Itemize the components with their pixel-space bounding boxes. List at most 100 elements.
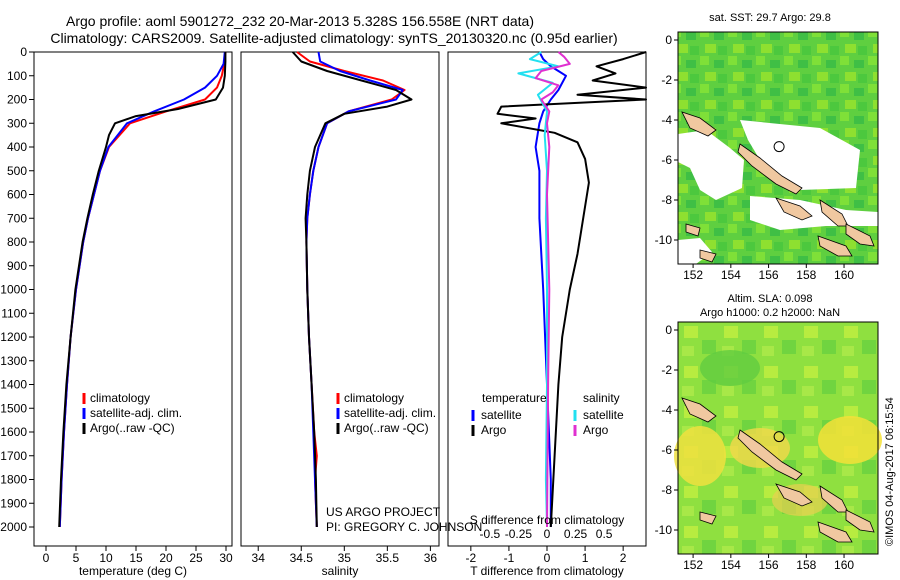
island-malaita (845, 223, 875, 247)
island-new-ireland (681, 397, 717, 423)
difference-legend: temperature salinitysatelliteArgosatellit… (471, 391, 624, 437)
series-line-satellite-adj-clim- (58, 51, 226, 528)
lon-tick-label: 156 (759, 558, 779, 572)
depth-tick-label: 1600 (0, 425, 27, 439)
series-line-climatology (58, 51, 227, 528)
island-malaita (845, 509, 875, 533)
island-guadalcanal (817, 235, 853, 257)
sst-map-panel: sat. SST: 29.7 Argo: 29.8 152 154 156 158 16… (655, 12, 879, 282)
salinity-panel: 34 34.5 35 35.5 36 salinity climatologysatel… (240, 51, 482, 578)
salinity-x-ticks: 34 34.5 35 35.5 36 (252, 546, 438, 565)
t-diff-x-ticks: -2 -1 0 1 2 (466, 546, 627, 565)
temperature-axis-label: temperature (deg C) (79, 564, 187, 578)
s-diff-tick-label: 0.25 (564, 527, 588, 541)
series-line-temperature-satellite (534, 51, 567, 527)
depth-tick-label: 1700 (0, 449, 27, 463)
header-line-2: Climatology: CARS2009. Satellite-adjuste… (50, 30, 617, 46)
legend-label: Argo (481, 423, 507, 437)
temperature-axes-frame (33, 51, 233, 547)
island-small-west (685, 223, 701, 237)
x-tick-label: 34.5 (290, 551, 314, 565)
island-santa-isabel (819, 199, 849, 227)
x-tick-label: 15 (129, 551, 143, 565)
x-tick-label: 2 (620, 551, 627, 565)
temperature-series (58, 51, 227, 528)
sst-lat-ticks: 0 -2 -4 -6 -8 -10 (655, 33, 678, 247)
sla-high-east (818, 416, 882, 464)
legend-label: satellite (583, 408, 624, 422)
depth-tick-label: 1900 (0, 496, 27, 510)
sst-gap-center (740, 120, 860, 190)
series-line-argo-raw-qc- (58, 52, 227, 528)
lat-tick-label: -4 (661, 403, 672, 417)
difference-panel: -2 -1 0 1 2 -0.5 -0.25 0 0.25 0.5 T difference f… (447, 51, 647, 578)
lon-tick-label: 160 (834, 558, 854, 572)
sst-islands (681, 111, 875, 263)
depth-tick-label: 1000 (0, 283, 27, 297)
depth-tick-label: 400 (7, 140, 27, 154)
x-tick-label: 0 (43, 551, 50, 565)
series-line-climatology (296, 51, 406, 528)
lon-tick-label: 160 (834, 268, 854, 282)
lat-tick-label: -8 (661, 193, 672, 207)
depth-tick-label: 200 (7, 93, 27, 107)
header-line-1: Argo profile: aoml 5901272_232 20-Mar-20… (66, 13, 534, 29)
legend-label: Argo(..raw -QC) (90, 421, 175, 435)
island-new-georgia (775, 197, 813, 221)
depth-tick-label: 0 (20, 45, 27, 59)
sla-map-frame (677, 321, 879, 555)
lat-tick-label: -6 (661, 443, 672, 457)
sst-gap-west (678, 130, 744, 200)
lat-tick-label: -2 (661, 73, 672, 87)
s-diff-tick-label: -0.5 (480, 527, 501, 541)
s-diff-tick-label: 0 (544, 527, 551, 541)
sla-map-panel: Altim. SLA: 0.098 Argo h1000: 0.2 h2000:… (655, 293, 882, 572)
lat-tick-label: -4 (661, 113, 672, 127)
lat-tick-label: 0 (665, 33, 672, 47)
salinity-axis-label: salinity (322, 564, 359, 578)
lon-tick-label: 154 (721, 558, 741, 572)
x-tick-label: 30 (219, 551, 233, 565)
x-tick-label: 10 (99, 551, 113, 565)
lon-tick-label: 152 (683, 558, 703, 572)
depth-y-ticks: 0 100 200 300 400 500 600 700 800 900 1000 1100 1200… (0, 45, 34, 534)
legend-temperature-title: temperature (482, 391, 547, 405)
sla-islands (681, 397, 875, 543)
x-tick-label: 5 (73, 551, 80, 565)
legend-salinity-title: salinity (583, 391, 620, 405)
sla-lat-ticks: 0 -2 -4 -6 -8 -10 (655, 323, 678, 537)
legend-label: Argo(..raw -QC) (344, 421, 429, 435)
imos-timestamp: ©IMOS 04-Aug-2017 06:15:54 (884, 397, 896, 546)
lat-tick-label: -10 (655, 233, 673, 247)
island-new-ireland (681, 111, 717, 137)
s-diff-tick-label: 0.5 (596, 527, 613, 541)
depth-tick-label: 700 (7, 211, 27, 225)
lat-tick-label: -2 (661, 363, 672, 377)
difference-series (496, 51, 647, 528)
argo-location-marker (773, 141, 785, 153)
temperature-x-ticks: 0 5 10 15 20 25 30 (43, 546, 233, 565)
island-guadalcanal (817, 521, 853, 543)
depth-tick-label: 900 (7, 259, 27, 273)
sla-map-title: Altim. SLA: 0.098 (728, 293, 813, 305)
sla-map-subtitle: Argo h1000: 0.2 h2000: NaN (700, 307, 840, 319)
lat-tick-label: 0 (665, 323, 672, 337)
island-small-west (699, 511, 717, 525)
sla-lon-ticks: 152 154 156 158 160 (683, 554, 854, 572)
sst-map-frame (677, 31, 879, 265)
legend-label: satellite (481, 408, 522, 422)
depth-tick-label: 1100 (1, 306, 27, 320)
depth-tick-label: 600 (7, 188, 27, 202)
t-diff-axis-label: T difference from climatology (470, 564, 624, 578)
depth-tick-label: 2000 (0, 520, 27, 534)
lat-tick-label: -10 (655, 523, 673, 537)
island-choiseul (737, 143, 803, 195)
island-santa-isabel (819, 485, 849, 513)
x-tick-label: 36 (424, 551, 438, 565)
x-tick-label: -1 (504, 551, 515, 565)
lon-tick-label: 158 (796, 268, 816, 282)
island-small-south (699, 249, 717, 263)
island-choiseul (737, 429, 803, 481)
